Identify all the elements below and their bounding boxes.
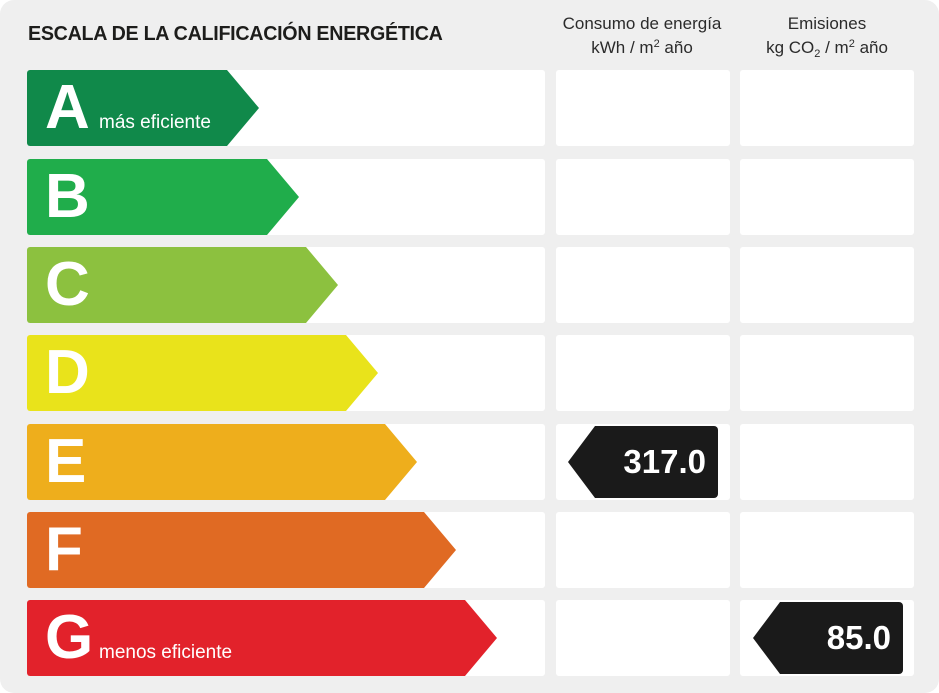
emissions-cell: [740, 70, 914, 146]
rating-letter: A: [45, 73, 90, 142]
rating-row-b: B: [0, 159, 939, 235]
emissions-column-header: Emisiones kg CO2 / m2 año: [737, 12, 917, 60]
rating-label: más eficiente: [99, 112, 211, 133]
rating-arrow-d: D: [27, 335, 378, 411]
emissions-cell: [740, 159, 914, 235]
consumption-value: 317.0: [623, 443, 706, 480]
emissions-value: 85.0: [826, 619, 891, 656]
emissions-value-tag: 85.0: [753, 602, 903, 674]
emissions-cell: [740, 247, 914, 323]
emissions-header-line1: Emisiones: [787, 14, 867, 33]
rating-row-f: F: [0, 512, 939, 588]
rating-row-c: C: [0, 247, 939, 323]
consumption-cell: [556, 159, 730, 235]
consumption-value-tag: 317.0: [568, 426, 718, 498]
emissions-cell: [740, 424, 914, 500]
emissions-cell: [740, 335, 914, 411]
consumption-cell: [556, 512, 730, 588]
rating-letter: D: [45, 338, 90, 407]
emissions-cell: [740, 512, 914, 588]
consumption-cell: [556, 70, 730, 146]
rating-letter: C: [45, 250, 90, 319]
consumption-header-line1: Consumo de energía: [562, 14, 722, 33]
emissions-header-units: kg CO2 / m2 año: [766, 38, 888, 60]
consumption-cell: [556, 247, 730, 323]
rating-letter: E: [45, 427, 87, 496]
rating-arrow-f: F: [27, 512, 456, 588]
consumption-column-header: Consumo de energía kWh / m2 año: [552, 12, 732, 60]
rating-arrow-e: E: [27, 424, 417, 500]
rating-letter: G: [45, 603, 94, 672]
rating-arrow-c: C: [27, 247, 338, 323]
rating-row-e: E 317.0: [0, 424, 939, 500]
consumption-header-units: kWh / m2 año: [591, 38, 693, 57]
rating-row-d: D: [0, 335, 939, 411]
rating-arrow-b: B: [27, 159, 299, 235]
rating-letter: B: [45, 162, 90, 231]
consumption-cell: [556, 600, 730, 676]
consumption-cell: [556, 335, 730, 411]
page-title: ESCALA DE LA CALIFICACIÓN ENERGÉTICA: [28, 22, 443, 45]
rating-label: menos eficiente: [99, 642, 233, 663]
rating-letter: F: [45, 515, 83, 584]
